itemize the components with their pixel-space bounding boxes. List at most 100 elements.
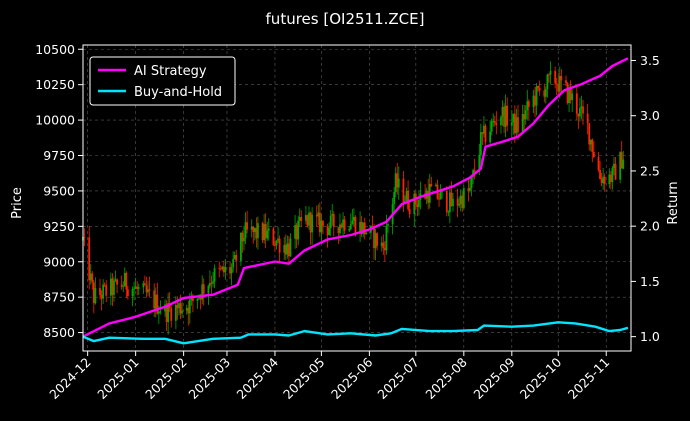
candle-body <box>133 288 135 290</box>
candle-body <box>526 101 529 111</box>
candle-body <box>373 226 375 249</box>
candle-body <box>445 190 448 213</box>
candle-body <box>493 120 496 124</box>
candle-body <box>287 243 290 257</box>
series-line-ai-strategy <box>82 57 629 338</box>
candle-body <box>577 113 580 117</box>
candle-body <box>534 95 536 106</box>
candle-body <box>317 212 320 217</box>
tick-label-return-1.5: 1.5 <box>640 274 660 289</box>
tick-label-return-3: 3.0 <box>640 108 660 123</box>
candle-body <box>243 238 245 242</box>
candle-body <box>362 222 365 234</box>
candle-body <box>298 217 301 221</box>
candle-body <box>473 170 476 172</box>
candle-body <box>354 216 357 234</box>
candle-body <box>239 232 242 261</box>
candle-body <box>126 289 129 296</box>
candle-body <box>229 267 231 274</box>
candle-body <box>597 157 600 170</box>
candle-body <box>450 192 453 206</box>
candle-body <box>331 214 334 216</box>
tick-label-price-10500: 10500 <box>35 42 75 57</box>
candle-body <box>337 227 340 234</box>
candle-body <box>351 220 354 225</box>
candle-body <box>320 220 323 233</box>
candle-body <box>188 299 191 314</box>
candle-body <box>340 224 343 228</box>
candle-body <box>267 228 270 231</box>
candle-body <box>353 216 355 221</box>
candle-body <box>416 204 419 208</box>
candle-body <box>489 131 492 143</box>
candle-body <box>544 88 547 97</box>
candle-body <box>609 174 612 182</box>
candle-body <box>418 199 420 208</box>
plot-frame <box>82 44 632 352</box>
candle-body <box>478 154 481 172</box>
candle-body <box>517 117 519 132</box>
candle-body <box>274 244 276 246</box>
candle-body <box>376 233 379 246</box>
tick-label-return-1: 1.0 <box>640 329 660 344</box>
candle-body <box>318 212 321 233</box>
candle-body <box>611 168 614 182</box>
tick-label-price-8750: 8750 <box>43 290 75 305</box>
candle-body <box>297 220 300 240</box>
candle-body <box>599 169 601 180</box>
candle-body <box>232 259 235 268</box>
candle-body <box>322 220 324 226</box>
candle-body <box>506 105 509 126</box>
candle-body <box>201 284 204 300</box>
candle-body <box>619 152 622 180</box>
candle-body <box>134 286 137 289</box>
candle-body <box>622 159 625 169</box>
candle-body <box>614 163 617 180</box>
candle-body <box>438 198 440 200</box>
candle-body <box>261 223 264 241</box>
candle-body <box>459 195 462 205</box>
candle-body <box>402 178 405 203</box>
candle-body <box>394 173 397 193</box>
candle-body <box>371 225 374 227</box>
tick-label-price-9500: 9500 <box>43 183 75 198</box>
candle-body <box>102 284 105 299</box>
candle-body <box>148 289 151 291</box>
candle-body <box>311 214 314 233</box>
candle-body <box>538 88 541 91</box>
candle-body <box>142 283 145 288</box>
candle-body <box>125 272 128 290</box>
candle-body <box>348 228 351 231</box>
candle-body <box>452 198 454 206</box>
candle-body <box>546 74 549 89</box>
candle-body <box>380 242 383 246</box>
candle-body <box>277 238 279 241</box>
candle-body <box>441 190 444 192</box>
candle-body <box>187 307 190 314</box>
candle-body <box>89 273 92 281</box>
candle-body <box>244 222 247 239</box>
candle-body <box>257 223 259 239</box>
candle-body <box>492 120 495 122</box>
tick-label-price-9250: 9250 <box>43 219 75 234</box>
candle-body <box>523 113 526 120</box>
candle-body <box>88 237 91 281</box>
candle-body <box>222 266 225 273</box>
candle-body <box>565 80 567 84</box>
candle-body <box>167 303 170 323</box>
candle-body <box>315 214 318 217</box>
candle-body <box>427 191 430 203</box>
candle-body <box>230 267 233 274</box>
tick-label-return-2: 2.0 <box>640 219 660 234</box>
candle-body <box>458 204 461 206</box>
candle-body <box>580 106 583 109</box>
candle-body <box>462 188 465 209</box>
candle-body <box>328 228 331 235</box>
candle-body <box>157 311 160 314</box>
candle-body <box>255 227 258 239</box>
series-line-buy-and-hold <box>82 321 629 345</box>
candle-body <box>543 90 546 97</box>
candle-body <box>213 268 216 282</box>
candle-body <box>512 113 515 123</box>
candle-body <box>154 294 157 309</box>
